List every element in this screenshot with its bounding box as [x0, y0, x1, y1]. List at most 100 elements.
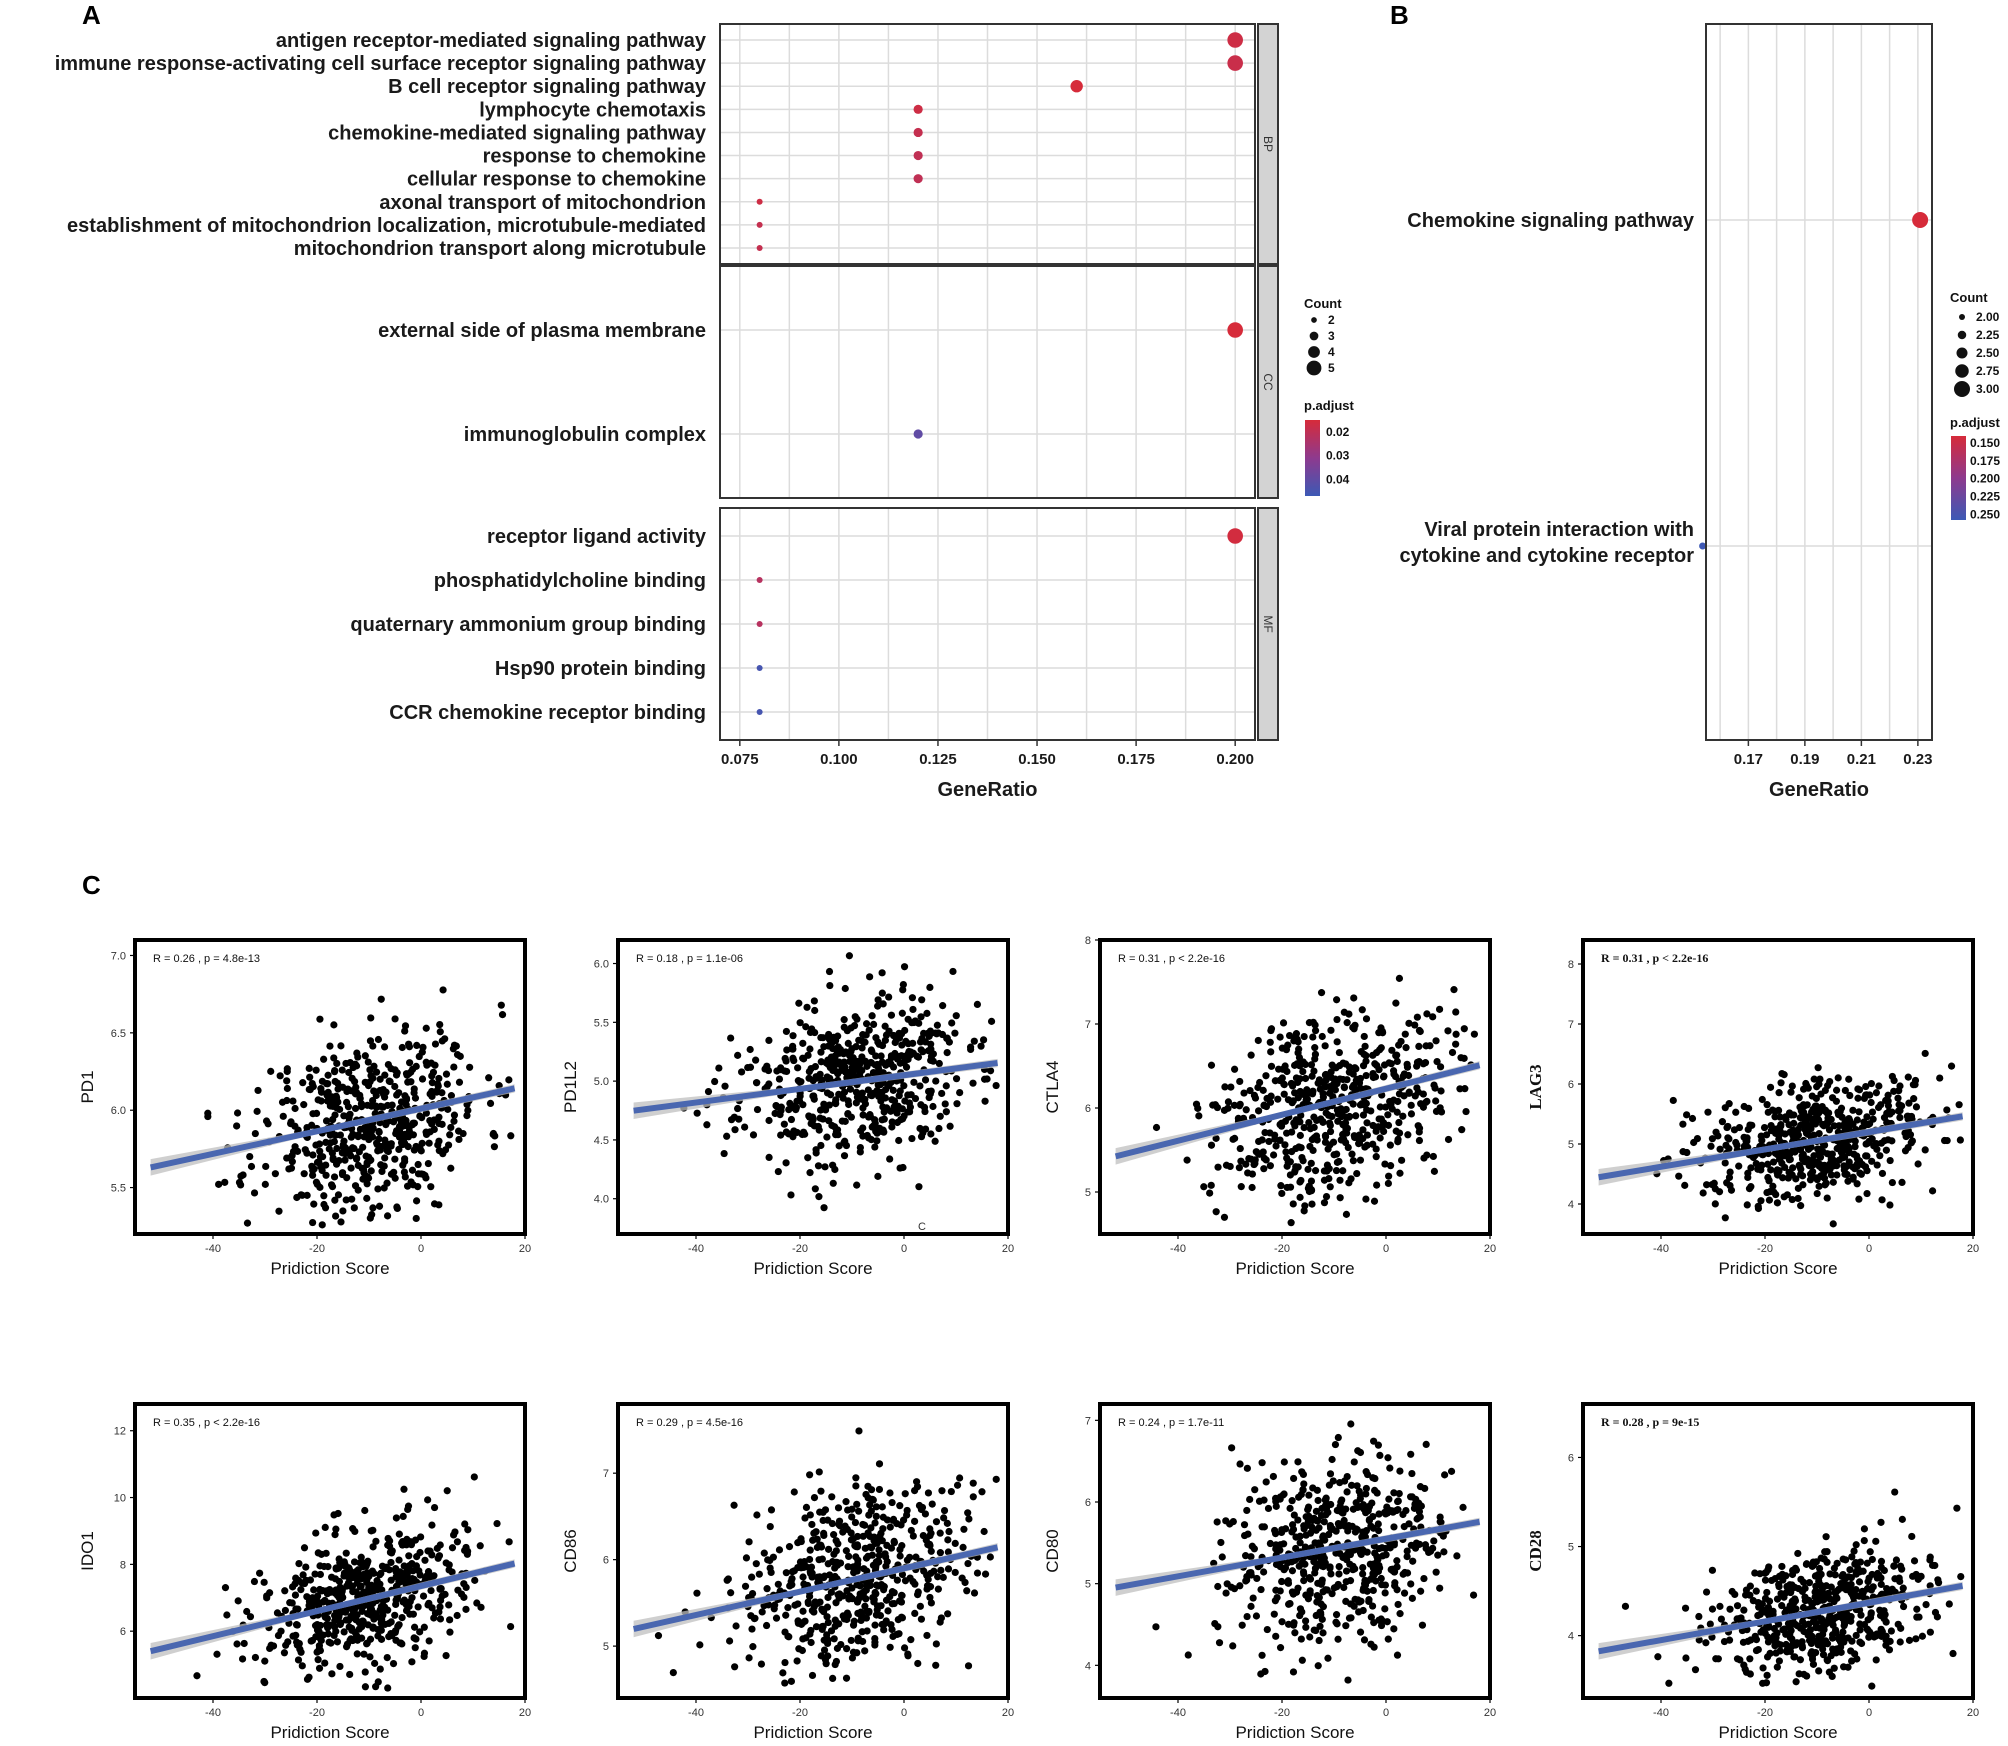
scatter-point: [917, 1615, 926, 1623]
scatter-point: [374, 1185, 382, 1193]
scatter-point: [403, 1182, 412, 1190]
scatter-point: [826, 1055, 834, 1063]
scatter-point: [850, 1617, 858, 1625]
scatter-point: [1815, 1577, 1823, 1585]
scatter-point: [1872, 1656, 1880, 1664]
scatter-point: [489, 1129, 498, 1138]
legend-count-dot: [1311, 317, 1317, 323]
scatter-point: [1265, 1137, 1273, 1146]
scatter-point: [1854, 1094, 1862, 1102]
scatter-point: [316, 1153, 325, 1161]
scatter-point: [1416, 1513, 1424, 1521]
scatter-point: [1403, 1547, 1411, 1555]
scatter-point: [908, 994, 917, 1002]
scatter-point: [898, 1009, 906, 1017]
scatter-point: [897, 1030, 906, 1038]
scatter-point: [354, 1133, 362, 1141]
scatter-point: [410, 1623, 419, 1631]
scatter-point: [1363, 1548, 1371, 1556]
x-axis-title: GeneRatio: [937, 779, 1037, 801]
scatter-point: [1356, 1448, 1365, 1457]
scatter-point: [944, 1565, 953, 1573]
scatter-point: [412, 1142, 420, 1151]
scatter-point: [926, 983, 934, 991]
scatter-point: [1292, 1144, 1300, 1153]
scatter-point: [359, 1165, 368, 1174]
y-tick-label: 6: [1568, 1079, 1574, 1091]
scatter-point: [1214, 1163, 1222, 1171]
scatter-point: [319, 1631, 327, 1639]
scatter-point: [1841, 1138, 1849, 1146]
scatter-point: [1725, 1135, 1733, 1143]
scatter-point: [1375, 1046, 1384, 1054]
scatter-point: [416, 1571, 424, 1579]
scatter-point: [391, 1611, 399, 1619]
scatter-point: [383, 1212, 392, 1220]
scatter-point: [895, 1630, 903, 1638]
scatter-point: [1257, 1585, 1265, 1594]
scatter-point: [1332, 1166, 1341, 1175]
scatter-point: [1302, 1513, 1310, 1521]
scatter-point: [1269, 1151, 1278, 1159]
scatter-point: [1390, 1096, 1398, 1104]
scatter-point: [806, 1511, 814, 1519]
scatter-point: [1358, 1085, 1366, 1093]
scatter-point: [412, 1197, 421, 1205]
scatter-point: [1334, 1635, 1342, 1643]
x-tick-label: 0.21: [1847, 751, 1876, 768]
scatter-point: [428, 1092, 436, 1100]
scatter-point: [364, 1058, 372, 1066]
scatter-point: [334, 1191, 343, 1199]
scatter-point: [1819, 1651, 1828, 1659]
scatter-point: [356, 1094, 364, 1102]
scatter-point: [1211, 1620, 1219, 1628]
scatter-point: [471, 1576, 479, 1584]
scatter-point: [932, 1661, 940, 1669]
y-axis-title: IDO1: [78, 1531, 97, 1571]
scatter-point: [1301, 1060, 1310, 1069]
scatter-point: [1385, 1172, 1393, 1180]
scatter-point: [1831, 1571, 1839, 1579]
scatter-point: [1316, 1559, 1324, 1568]
scatter-point: [809, 1115, 817, 1124]
scatter-point: [1440, 1548, 1448, 1556]
scatter-point: [256, 1569, 264, 1577]
scatter-point: [1788, 1195, 1796, 1204]
scatter-point: [1945, 1600, 1953, 1608]
scatter-point: [1746, 1670, 1754, 1678]
scatter-point: [1747, 1636, 1755, 1644]
scatter-point: [835, 1620, 843, 1628]
scatter-point: [1718, 1118, 1727, 1126]
scatter-point: [1243, 1464, 1251, 1472]
scatter-point: [1334, 1433, 1342, 1442]
scatter-point: [351, 1182, 360, 1190]
scatter-point: [1377, 1615, 1385, 1623]
scatter-point: [956, 1474, 964, 1482]
scatter-point: [1418, 1621, 1427, 1629]
scatter-point: [789, 1042, 797, 1050]
scatter-point: [973, 1000, 982, 1008]
scatter-point: [944, 1610, 952, 1618]
scatter-point: [408, 1166, 417, 1174]
scatter-point: [1355, 1598, 1363, 1606]
scatter-point: [425, 1637, 433, 1645]
scatter-point: [1274, 1095, 1282, 1103]
scatter-point: [398, 1613, 406, 1622]
scatter-point: [314, 1096, 322, 1104]
scatter-point: [1851, 1650, 1859, 1658]
scatter-point: [923, 1009, 931, 1017]
scatter-point: [727, 1034, 735, 1042]
scatter-point: [1377, 1574, 1385, 1583]
scatter-point: [308, 1079, 316, 1088]
scatter-point: [1456, 1085, 1464, 1093]
x-tick-label: 0: [901, 1707, 907, 1719]
scatter-point: [1317, 1511, 1326, 1520]
scatter-point: [1348, 1481, 1356, 1489]
scatter-point: [874, 1582, 882, 1590]
scatter-point: [372, 1068, 381, 1076]
scatter-point: [896, 1545, 904, 1554]
scatter-point: [378, 1167, 386, 1175]
scatter-point: [802, 1634, 810, 1642]
scatter-point: [1904, 1073, 1912, 1081]
scatter-point: [286, 1599, 294, 1607]
